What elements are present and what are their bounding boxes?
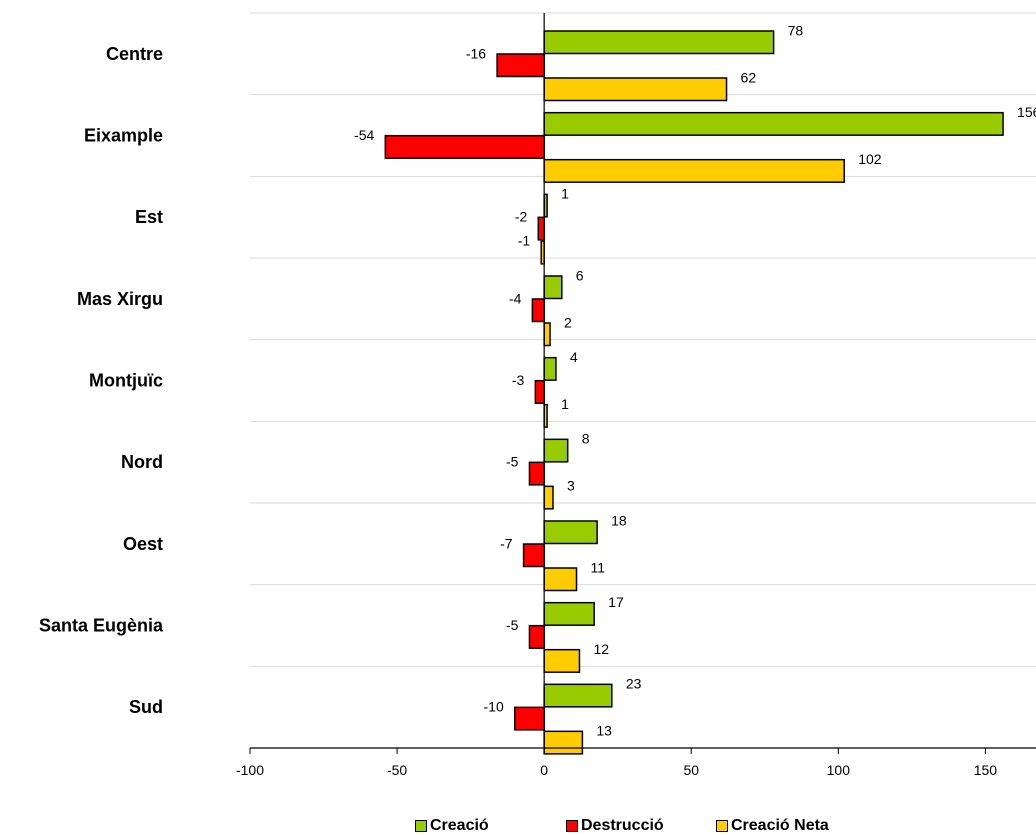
legend-label-creacio: Creació	[430, 817, 489, 834]
data-label-creacio-neta-sud: 13	[596, 723, 612, 739]
x-tick-label-100: 100	[827, 762, 851, 778]
x-tick-label-0: 0	[540, 762, 548, 778]
category-label-centre: Centre	[106, 44, 163, 64]
bar-destruccio-oest	[522, 543, 545, 568]
legend-item-creacio: Creació	[415, 817, 489, 835]
bar-destruccio-eixample	[384, 134, 545, 159]
category-label-sud: Sud	[129, 697, 163, 717]
x-tick-label-100: -100	[236, 762, 264, 778]
legend-swatch-destruccio	[566, 820, 578, 832]
category-label-oest: Oest	[123, 534, 163, 554]
category-label-nord: Nord	[121, 452, 163, 472]
bar-creacio-neta-santa-eugenia	[543, 648, 581, 673]
data-label-creacio-neta-mas-xirgu: 2	[564, 314, 572, 330]
bar-creacio-santa-eugenia	[543, 601, 595, 626]
legend-label-destruccio: Destrucció	[581, 817, 664, 834]
category-label-mas-xirgu: Mas Xirgu	[77, 289, 163, 309]
legend-item-creacio-neta: Creació Neta	[716, 817, 829, 835]
data-label-destruccio-centre: -16	[466, 45, 486, 61]
category-label-santa-eugenia: Santa Eugènia	[39, 616, 164, 636]
legend-item-destruccio: Destrucció	[566, 817, 664, 835]
data-label-creacio-eixample: 156	[1017, 104, 1036, 120]
bar-creacio-neta-sud	[543, 730, 584, 755]
bar-destruccio-est	[537, 216, 545, 241]
x-tick-label-50: -50	[387, 762, 407, 778]
data-label-destruccio-santa-eugenia: -5	[506, 617, 519, 633]
data-label-creacio-neta-nord: 3	[567, 478, 575, 494]
data-label-creacio-mas-xirgu: 6	[576, 267, 584, 283]
data-label-creacio-neta-est: -1	[518, 233, 531, 249]
data-label-creacio-neta-montjuic: 1	[561, 396, 569, 412]
data-label-destruccio-mas-xirgu: -4	[509, 290, 522, 306]
data-label-creacio-est: 1	[561, 186, 569, 202]
bar-creacio-nord	[543, 438, 569, 463]
data-label-creacio-neta-eixample: 102	[858, 151, 882, 167]
bar-destruccio-sud	[513, 706, 545, 731]
bar-creacio-mas-xirgu	[543, 275, 563, 300]
data-label-creacio-neta-oest: 11	[591, 559, 606, 575]
bar-creacio-sud	[543, 683, 613, 708]
data-label-creacio-santa-eugenia: 17	[608, 594, 624, 610]
data-label-creacio-centre: 78	[788, 22, 804, 38]
x-tick-label-150: 150	[974, 762, 998, 778]
data-label-destruccio-sud: -10	[484, 699, 504, 715]
bar-creacio-neta-mas-xirgu	[543, 322, 551, 347]
data-label-destruccio-oest: -7	[500, 535, 513, 551]
bar-destruccio-santa-eugenia	[528, 624, 545, 649]
legend-swatch-creacio-neta	[716, 820, 728, 832]
bar-creacio-neta-centre	[543, 77, 728, 102]
x-tick-label-50: 50	[683, 762, 699, 778]
bar-creacio-eixample	[543, 111, 1004, 136]
data-label-destruccio-nord: -5	[506, 454, 519, 470]
data-label-creacio-montjuic: 4	[570, 349, 578, 365]
data-label-destruccio-eixample: -54	[354, 127, 374, 143]
data-label-destruccio-est: -2	[515, 209, 528, 225]
category-label-eixample: Eixample	[84, 126, 163, 146]
bar-creacio-neta-nord	[543, 485, 554, 510]
data-label-creacio-nord: 8	[582, 431, 590, 447]
bar-creacio-neta-eixample	[543, 158, 845, 183]
bar-destruccio-nord	[528, 461, 545, 486]
bar-creacio-centre	[543, 30, 775, 55]
bar-creacio-montjuic	[543, 356, 557, 381]
data-label-creacio-neta-santa-eugenia: 12	[593, 641, 609, 657]
data-label-destruccio-montjuic: -3	[512, 372, 525, 388]
bar-destruccio-mas-xirgu	[531, 298, 545, 323]
chart-legend: Creació Destrucció Creació Neta	[0, 815, 1036, 834]
data-label-creacio-oest: 18	[611, 512, 627, 528]
category-label-est: Est	[135, 207, 163, 227]
data-label-creacio-sud: 23	[626, 676, 642, 692]
bar-destruccio-centre	[496, 53, 545, 78]
legend-swatch-creacio	[415, 820, 427, 832]
legend-label-creacio-neta: Creació Neta	[731, 817, 829, 834]
category-label-montjuic: Montjuïc	[89, 371, 163, 391]
data-label-creacio-neta-centre: 62	[741, 69, 757, 85]
bar-creacio-neta-oest	[543, 567, 578, 592]
bar-creacio-oest	[543, 520, 598, 545]
bar-destruccio-montjuic	[534, 379, 545, 404]
